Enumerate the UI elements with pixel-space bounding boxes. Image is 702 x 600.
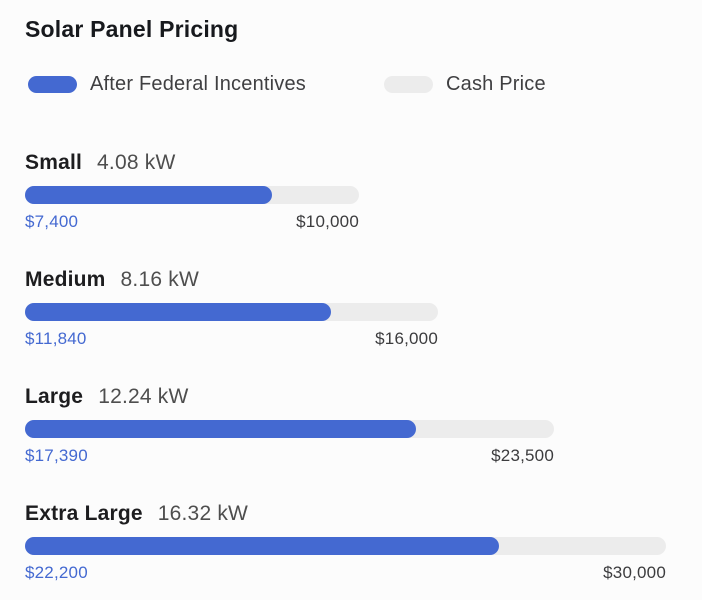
row-header: Extra Large 16.32 kW xyxy=(25,502,677,526)
cash-price-label: $16,000 xyxy=(375,329,438,348)
pricing-row-medium: Medium 8.16 kW $11,840 $16,000 xyxy=(25,268,677,349)
size-name: Medium xyxy=(25,268,106,291)
legend-label-after-incentives: After Federal Incentives xyxy=(90,72,307,95)
price-labels: $7,400 $10,000 xyxy=(25,212,359,232)
row-header: Large 12.24 kW xyxy=(25,385,677,409)
size-kw: 16.32 kW xyxy=(157,502,249,525)
cash-price-swatch-icon xyxy=(384,75,434,93)
cash-price-bar xyxy=(25,186,359,204)
incentive-price-bar xyxy=(25,420,417,438)
size-name: Small xyxy=(25,151,83,174)
legend-item-after-incentives: After Federal Incentives xyxy=(28,73,306,96)
legend-item-cash-price: Cash Price xyxy=(384,73,546,96)
cash-price-bar xyxy=(25,537,666,555)
cash-price-label: $23,500 xyxy=(491,446,554,465)
legend: After Federal Incentives Cash Price xyxy=(25,73,677,95)
pricing-row-extra-large: Extra Large 16.32 kW $22,200 $30,000 xyxy=(25,502,677,583)
incentives-swatch-icon xyxy=(28,75,77,93)
price-labels: $22,200 $30,000 xyxy=(25,563,666,583)
row-header: Medium 8.16 kW xyxy=(25,268,677,292)
incentive-price-bar xyxy=(25,303,331,321)
size-name: Extra Large xyxy=(25,502,143,525)
incentive-price-label: $17,390 xyxy=(25,446,88,465)
pricing-row-small: Small 4.08 kW $7,400 $10,000 xyxy=(25,151,677,232)
incentive-price-bar xyxy=(25,186,273,204)
page-title: Solar Panel Pricing xyxy=(25,16,239,42)
cash-price-bar xyxy=(25,420,554,438)
cash-price-label: $30,000 xyxy=(603,563,666,582)
pricing-row-large: Large 12.24 kW $17,390 $23,500 xyxy=(25,385,677,466)
pricing-rows: Small 4.08 kW $7,400 $10,000 Medium 8.16… xyxy=(25,151,677,583)
size-kw: 12.24 kW xyxy=(98,385,189,408)
size-kw: 8.16 kW xyxy=(120,268,199,291)
incentive-price-label: $7,400 xyxy=(25,212,79,231)
row-header: Small 4.08 kW xyxy=(25,151,677,175)
incentive-price-label: $11,840 xyxy=(25,329,87,348)
cash-price-label: $10,000 xyxy=(296,212,359,231)
incentive-price-bar xyxy=(25,537,500,555)
incentive-price-label: $22,200 xyxy=(25,563,88,582)
size-name: Large xyxy=(25,385,84,408)
solar-pricing-panel: Solar Panel Pricing After Federal Incent… xyxy=(25,16,677,583)
price-labels: $17,390 $23,500 xyxy=(25,446,554,466)
size-kw: 4.08 kW xyxy=(97,151,176,174)
legend-label-cash-price: Cash Price xyxy=(446,72,546,95)
cash-price-bar xyxy=(25,303,438,321)
price-labels: $11,840 $16,000 xyxy=(25,329,438,349)
